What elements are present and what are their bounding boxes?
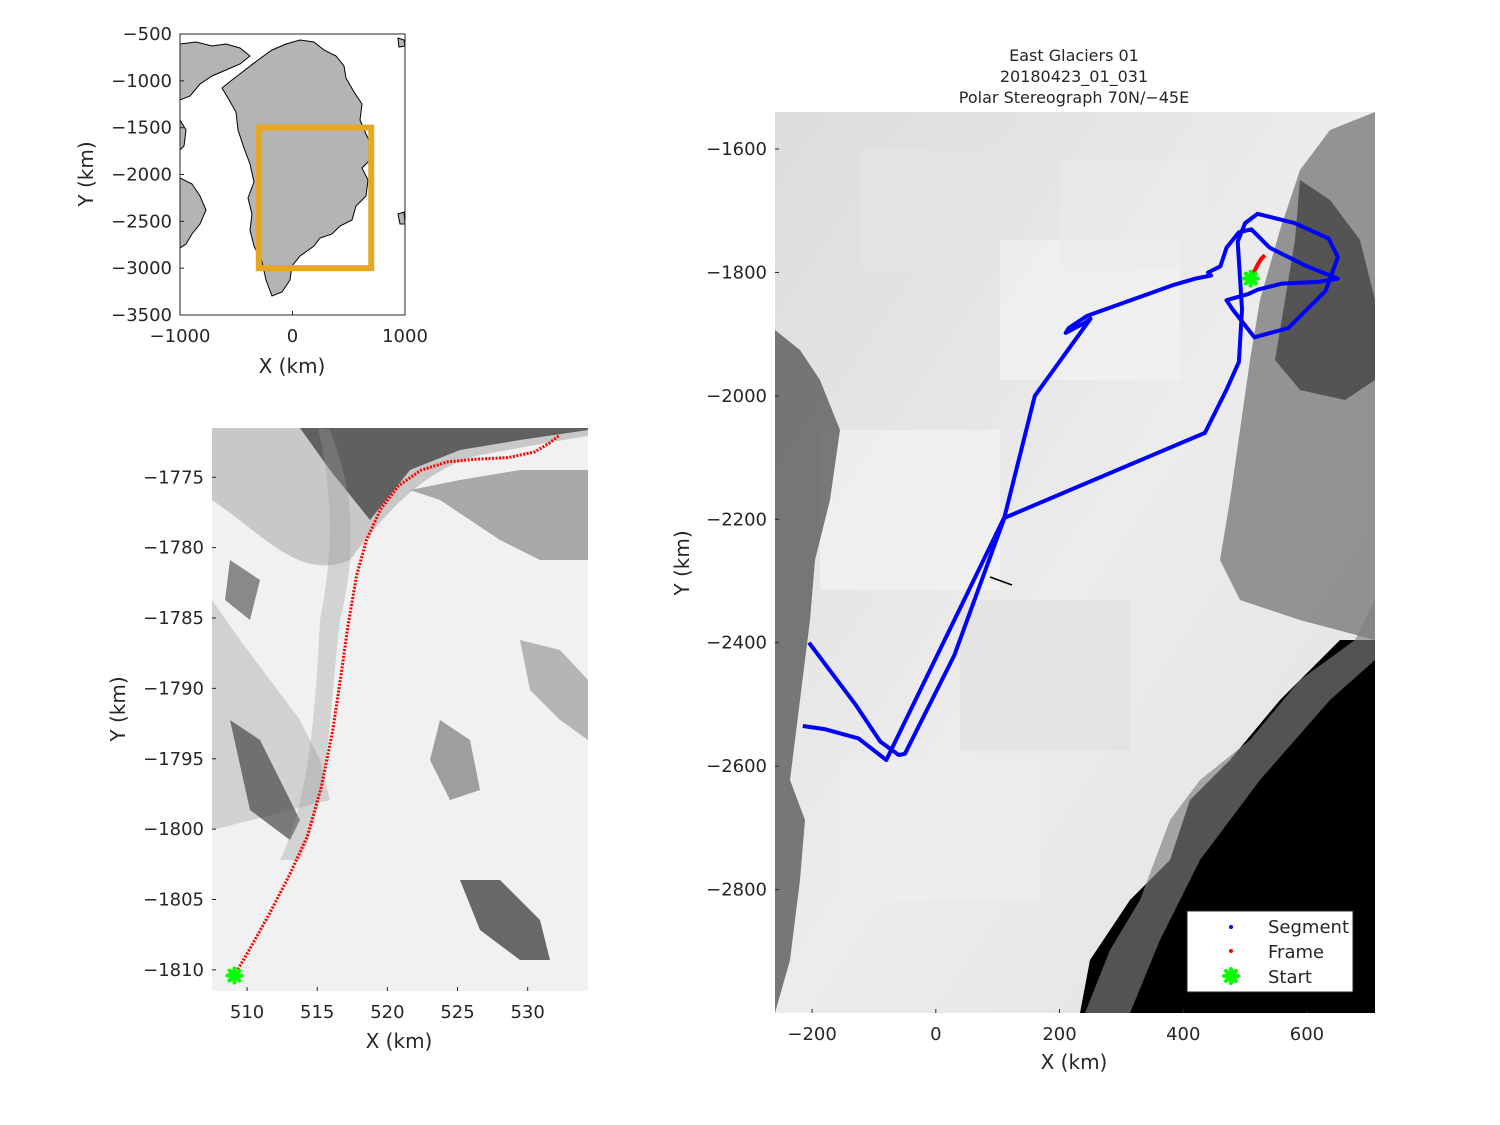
legend-segment-label: Segment [1268,917,1349,938]
frame-ticks: 510 515 520 525 530 −1775 −1780 −1785 −1790 −1795… [143,467,545,1023]
overview-ytick-label: −1500 [111,118,172,139]
main-xtick-label: 200 [1042,1024,1076,1045]
main-xtick-label: 600 [1290,1024,1324,1045]
main-xtick-label: 400 [1166,1024,1200,1045]
segment-track [802,211,1340,762]
frame-xtick-label: 510 [230,1002,264,1023]
overview-xtick-label: −1000 [150,326,211,347]
main-ytick-label: −2400 [706,633,767,654]
overview-xtick-label: 1000 [382,326,428,347]
main-xtick-label: −200 [787,1024,836,1045]
main-xtick-label: 0 [930,1024,941,1045]
overview-ticks: −1000 0 1000 −500 −1000 −1500 −2000 −2500 −3000 −… [111,24,428,347]
frame-track [233,433,561,977]
frame-ytick-label: −1790 [143,678,204,699]
west-coast-dark [775,330,840,1013]
main-ticks: −200 0 200 400 600−1600−1800−2000−2200−2400−… [706,139,1324,1045]
main-ytick-label: −1800 [706,262,767,283]
frame-ytick-label: −1780 [143,538,204,559]
frame-ytick-label: −1800 [143,819,204,840]
frame-ytick-label: −1810 [143,960,204,981]
ellesmere-island [180,41,251,101]
main-map: −200 0 200 400 600−1600−1800−2000−2200−2400−… [670,46,1375,1074]
overview-ytick-label: −1000 [111,71,172,92]
frame-ytick-label: −1785 [143,608,204,629]
main-imagery [775,112,1375,1013]
legend-start-label: Start [1268,967,1312,988]
overview-ylabel: Y (km) [74,141,98,207]
main-xlabel: X (km) [1041,1050,1108,1074]
frame-start-star [225,966,244,985]
region-box [255,124,375,272]
frame-xtick-label: 525 [440,1002,474,1023]
overview-ytick-label: −500 [123,24,172,45]
title-line-1: East Glaciers 01 [1009,46,1139,65]
small-mark [989,576,1013,586]
frame-map: 510 515 520 525 530 −1775 −1780 −1785 −1790 −1795… [106,428,588,1053]
iceland-fragment [397,211,405,225]
main-ytick-label: −2800 [706,880,767,901]
baffin-island [180,177,207,249]
frame-imagery [212,428,588,991]
frame-ytick-label: −1795 [143,749,204,770]
frame-xtick-label: 515 [300,1002,334,1023]
overview-xtick-label: 0 [287,326,298,347]
title-line-3: Polar Stereograph 70N/−45E [959,88,1189,107]
frame-ylabel: Y (km) [106,676,130,742]
legend-frame-label: Frame [1268,942,1324,963]
frame-xtick-label: 530 [510,1002,544,1023]
overview-ytick-label: −2000 [111,165,172,186]
overview-ytick-label: −3500 [111,305,172,326]
title-line-2: 20180423_01_031 [1000,67,1148,87]
frame-xlabel: X (km) [366,1029,433,1053]
main-start-star [1241,269,1260,288]
main-start-marker [1241,269,1260,288]
overview-ytick-label: −3000 [111,258,172,279]
frame-ytick-label: −1775 [143,467,204,488]
main-ytick-label: −2000 [706,386,767,407]
main-ytick-label: −1600 [706,139,767,160]
overview-xlabel: X (km) [259,354,326,378]
coastal-fringe [1085,600,1375,1013]
overview-ytick-label: −2500 [111,211,172,232]
legend-box [1186,910,1354,993]
frame-ytick-label: −1805 [143,890,204,911]
legend-start-star [1222,967,1240,985]
frame-xtick-label: 520 [370,1002,404,1023]
legend-segment-marker [1229,925,1233,929]
main-ytick-label: −2600 [706,756,767,777]
legend-start-marker [1222,967,1240,985]
main-ytick-label: −2200 [706,509,767,530]
legend: Segment Frame Start [1186,910,1354,993]
main-ylabel: Y (km) [670,530,694,596]
overview-map: −1000 0 1000 −500 −1000 −1500 −2000 −2500 −3000 −… [74,24,428,378]
frame-start-marker [225,966,244,985]
legend-frame-marker [1229,949,1233,953]
svalbard-fragment [397,37,405,48]
